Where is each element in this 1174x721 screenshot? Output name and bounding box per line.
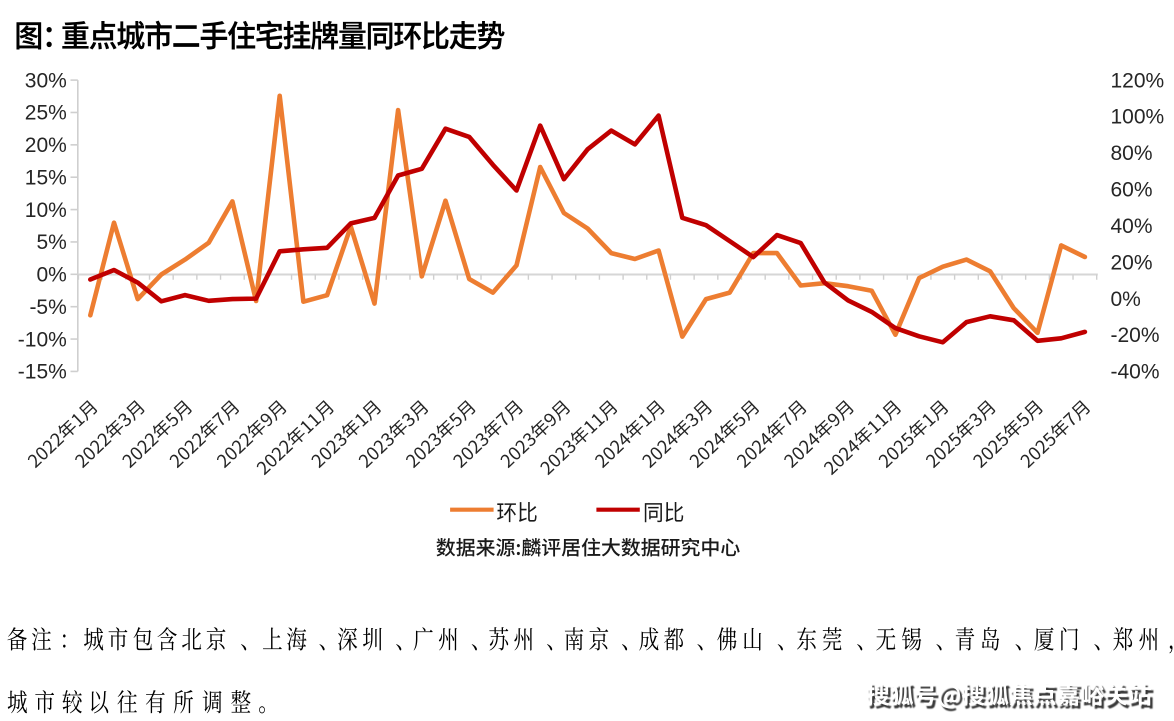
- svg-text:20%: 20%: [25, 134, 67, 157]
- svg-text:20%: 20%: [1111, 251, 1153, 274]
- svg-text:5%: 5%: [36, 231, 66, 254]
- svg-text:40%: 40%: [1111, 215, 1153, 238]
- svg-text:10%: 10%: [25, 199, 67, 222]
- svg-text:30%: 30%: [25, 69, 67, 92]
- svg-text:100%: 100%: [1111, 106, 1165, 129]
- svg-text:0%: 0%: [36, 264, 66, 287]
- svg-text:-15%: -15%: [18, 361, 67, 384]
- svg-text:-10%: -10%: [18, 328, 67, 351]
- svg-text:15%: 15%: [25, 166, 67, 189]
- svg-text:-40%: -40%: [1111, 361, 1160, 384]
- svg-text:120%: 120%: [1111, 69, 1165, 92]
- svg-text:80%: 80%: [1111, 142, 1153, 165]
- svg-text:0%: 0%: [1111, 288, 1141, 311]
- svg-text:-20%: -20%: [1111, 324, 1160, 347]
- svg-text:60%: 60%: [1111, 179, 1153, 202]
- svg-text:25%: 25%: [25, 102, 67, 125]
- svg-text:-5%: -5%: [29, 296, 66, 319]
